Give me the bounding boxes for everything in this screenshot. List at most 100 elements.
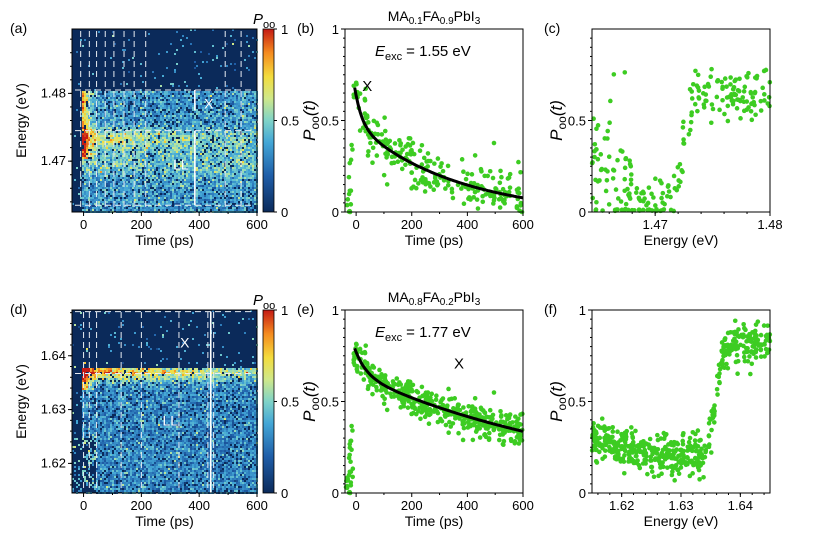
heatmap-pixel xyxy=(216,157,218,159)
heatmap-pixel xyxy=(234,161,236,163)
heatmap-pixel xyxy=(102,97,104,99)
heatmap-pixel xyxy=(164,115,166,117)
heatmap-pixel xyxy=(174,183,176,185)
heatmap-pixel xyxy=(220,151,222,153)
heatmap-pixel xyxy=(244,143,246,145)
heatmap-pixel xyxy=(130,145,132,147)
heatmap-pixel xyxy=(222,115,224,117)
heatmap-pixel xyxy=(156,101,158,103)
heatmap-pixel xyxy=(206,165,208,167)
heatmap-pixel xyxy=(154,123,156,125)
heatmap-pixel xyxy=(244,107,246,109)
heatmap-pixel xyxy=(94,151,96,153)
heatmap-pixel xyxy=(190,125,192,127)
heatmap-pixel xyxy=(136,107,138,109)
heatmap-pixel xyxy=(172,189,174,191)
heatmap-pixel xyxy=(144,181,146,183)
heatmap-pixel xyxy=(212,193,214,195)
heatmap-pixel xyxy=(164,107,166,109)
heatmap-pixel xyxy=(252,143,254,145)
heatmap-pixel xyxy=(142,131,144,133)
heatmap-pixel xyxy=(188,205,190,207)
heatmap-pixel xyxy=(84,191,86,193)
heatmap-pixel xyxy=(234,207,236,209)
heatmap-pixel xyxy=(122,179,124,181)
heatmap-pixel xyxy=(128,59,130,61)
heatmap-pixel xyxy=(232,101,234,103)
heatmap-pixel xyxy=(176,181,178,183)
heatmap-pixel xyxy=(254,57,256,59)
heatmap-pixel xyxy=(168,151,170,153)
heatmap-pixel xyxy=(226,205,228,207)
heatmap-pixel xyxy=(122,165,124,167)
heatmap-pixel xyxy=(180,157,182,159)
heatmap-pixel xyxy=(248,145,250,147)
heatmap-pixel xyxy=(192,203,194,205)
heatmap-pixel xyxy=(124,49,126,51)
heatmap-pixel xyxy=(140,141,142,143)
heatmap-pixel xyxy=(140,151,142,153)
heatmap-pixel xyxy=(120,95,122,97)
heatmap-pixel xyxy=(140,209,142,211)
heatmap-pixel xyxy=(82,151,84,153)
heatmap-pixel xyxy=(202,157,204,159)
heatmap-pixel xyxy=(154,177,156,179)
heatmap-pixel xyxy=(106,121,108,123)
heatmap-pixel xyxy=(110,157,112,159)
heatmap-pixel xyxy=(168,105,170,107)
heatmap-pixel xyxy=(192,113,194,115)
heatmap-pixel xyxy=(86,207,88,209)
heatmap-pixel xyxy=(114,165,116,167)
heatmap-pixel xyxy=(216,183,218,185)
heatmap-pixel xyxy=(144,163,146,165)
heatmap-pixel xyxy=(156,199,158,201)
heatmap-pixel xyxy=(120,93,122,95)
heatmap-pixel xyxy=(198,149,200,151)
heatmap-pixel xyxy=(236,133,238,135)
heatmap-pixel xyxy=(222,133,224,135)
heatmap-pixel xyxy=(160,207,162,209)
heatmap-pixel xyxy=(96,169,98,171)
heatmap-pixel xyxy=(170,155,172,157)
heatmap-pixel xyxy=(182,143,184,145)
heatmap-pixel xyxy=(136,191,138,193)
heatmap-pixel xyxy=(250,171,252,173)
heatmap-pixel xyxy=(222,95,224,97)
heatmap-pixel xyxy=(222,141,224,143)
heatmap-pixel xyxy=(98,201,100,203)
heatmap-pixel xyxy=(132,133,134,135)
heatmap-pixel xyxy=(114,113,116,115)
heatmap-pixel xyxy=(110,143,112,145)
heatmap-pixel xyxy=(238,125,240,127)
heatmap-pixel xyxy=(190,103,192,105)
heatmap-pixel xyxy=(102,151,104,153)
heatmap-pixel xyxy=(152,169,154,171)
heatmap-pixel xyxy=(248,115,250,117)
heatmap-pixel xyxy=(108,117,110,119)
heatmap-pixel xyxy=(128,145,130,147)
heatmap-pixel xyxy=(184,129,186,131)
heatmap-pixel xyxy=(132,167,134,169)
heatmap-pixel xyxy=(212,133,214,135)
heatmap-pixel xyxy=(138,135,140,137)
heatmap-pixel xyxy=(248,103,250,105)
heatmap-pixel xyxy=(130,189,132,191)
heatmap-pixel xyxy=(190,195,192,197)
heatmap-pixel xyxy=(112,127,114,129)
heatmap-pixel xyxy=(172,197,174,199)
heatmap-pixel xyxy=(184,181,186,183)
heatmap-pixel xyxy=(110,133,112,135)
heatmap-pixel xyxy=(138,125,140,127)
heatmap-pixel xyxy=(110,169,112,171)
heatmap-pixel xyxy=(84,183,86,185)
heatmap-pixel xyxy=(180,199,182,201)
y-tick-label: 1.48 xyxy=(41,85,66,100)
heatmap-pixel xyxy=(250,131,252,133)
heatmap-pixel xyxy=(254,175,256,177)
heatmap-pixel xyxy=(246,199,248,201)
heatmap-pixel xyxy=(140,149,142,151)
heatmap-pixel xyxy=(238,171,240,173)
heatmap-pixel xyxy=(216,187,218,189)
heatmap-pixel xyxy=(228,127,230,129)
heatmap-pixel xyxy=(138,117,140,119)
